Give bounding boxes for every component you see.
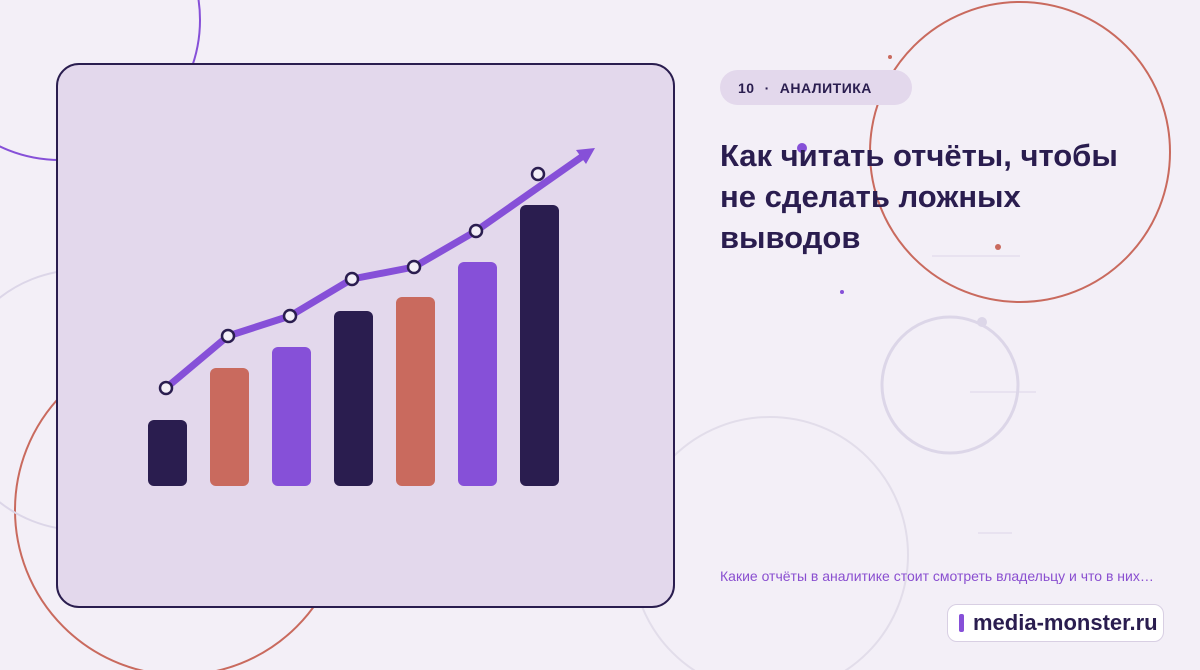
site-tag: media-monster.ru xyxy=(947,604,1164,642)
badge-separator: · xyxy=(764,79,770,96)
badge-category: АНАЛИТИКА xyxy=(779,79,872,96)
title: Как читать отчёты, чтобы не сделать ложн… xyxy=(720,138,1118,255)
badge: 10 · АНАЛИТИКА xyxy=(720,70,912,105)
site-name: media-monster.ru xyxy=(973,610,1158,635)
illustration xyxy=(148,148,595,486)
badge-number: 10 xyxy=(738,79,755,96)
description: Какие отчёты в аналитике стоит смотреть … xyxy=(720,568,1154,584)
